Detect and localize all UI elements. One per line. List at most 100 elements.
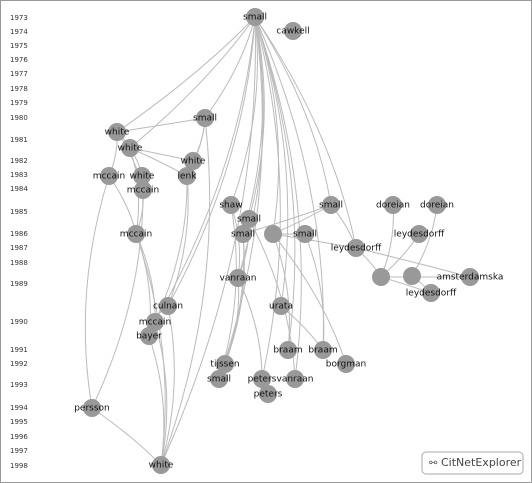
node-label: mccain: [127, 186, 159, 196]
publication-node: [372, 268, 390, 286]
publication-node: [83, 399, 101, 417]
citation-edge: [154, 321, 168, 466]
node-label: urata: [269, 302, 293, 312]
node-label: vanraan: [277, 375, 314, 385]
publication-node: [337, 355, 355, 373]
node-label: white: [181, 157, 206, 167]
citation-edge: [254, 16, 296, 351]
citation-edge: [160, 117, 211, 466]
publication-node: [229, 269, 247, 287]
year-label: 1980: [10, 114, 28, 122]
publication-node: [403, 267, 421, 285]
year-label: 1990: [10, 318, 28, 326]
year-label: 1977: [10, 70, 28, 78]
button-label[interactable]: CitNetExplorer: [441, 456, 522, 469]
publication-node: [296, 225, 314, 243]
publication-node: [461, 268, 479, 286]
node-label: cawkell: [276, 27, 309, 37]
citation-edge: [237, 277, 263, 380]
year-label: 1997: [10, 447, 28, 455]
year-label: 1995: [10, 418, 28, 426]
year-label: 1994: [10, 404, 28, 412]
node-label: leydesdorff: [406, 289, 457, 299]
publication-node: [178, 167, 196, 185]
citation-edge: [204, 16, 256, 119]
publication-node: [134, 181, 152, 199]
year-label: 1982: [10, 157, 28, 165]
citnet-button[interactable]: ⚯ CitNetExplorer: [421, 451, 524, 475]
publication-node: [216, 355, 234, 373]
citation-edge: [116, 16, 256, 133]
publication-node: [140, 327, 158, 345]
publication-node: [121, 139, 139, 157]
publication-node: [279, 341, 297, 359]
publication-node: [410, 225, 428, 243]
publication-node: [347, 239, 365, 257]
year-label: 1985: [10, 208, 28, 216]
citation-edge: [254, 16, 281, 380]
node-label: small: [237, 215, 261, 225]
node-label: mccain: [139, 318, 171, 328]
year-label: 1979: [10, 99, 28, 107]
node-label: white: [130, 172, 155, 182]
citation-edge: [272, 233, 290, 351]
citation-edge: [84, 175, 110, 409]
node-label: peters: [248, 375, 277, 385]
citation-edge: [272, 233, 347, 365]
node-label: doreian: [376, 201, 410, 211]
button-box[interactable]: [421, 451, 524, 475]
node-label: mccain: [93, 172, 125, 182]
year-label: 1981: [10, 136, 28, 144]
publication-node: [246, 8, 264, 26]
year-label: 1991: [10, 346, 28, 354]
publication-node: [222, 196, 240, 214]
node-label: leydesdorff: [394, 230, 445, 240]
node-label: small: [231, 230, 255, 240]
node-label: small: [243, 13, 267, 23]
node-label: leydesdorff: [331, 244, 382, 254]
node-label: white: [105, 128, 130, 138]
publication-node: [133, 167, 151, 185]
publication-node: [384, 196, 402, 214]
node-label: culnan: [153, 302, 183, 312]
year-label: 1973: [10, 14, 28, 22]
publication-node: [253, 370, 271, 388]
node-label: small: [319, 201, 343, 211]
publication-node: [100, 167, 118, 185]
year-label: 1992: [10, 360, 28, 368]
publication-node: [146, 313, 164, 331]
node-label: small: [193, 114, 217, 124]
node-label: mccain: [120, 230, 152, 240]
year-label: 1996: [10, 433, 28, 441]
publication-node: [428, 196, 446, 214]
publication-node: [240, 210, 258, 228]
year-label: 1986: [10, 230, 28, 238]
year-label: 1988: [10, 259, 28, 267]
citation-edge: [355, 247, 471, 278]
citation-edge: [304, 233, 325, 351]
year-label: 1993: [10, 381, 28, 389]
node-label: bayer: [136, 332, 162, 342]
year-label: 1984: [10, 185, 28, 193]
year-label: 1983: [10, 171, 28, 179]
node-label: tijssen: [210, 360, 239, 370]
publication-node: [272, 297, 290, 315]
year-label: 1974: [10, 28, 28, 36]
button-icon: ⚯: [429, 458, 438, 469]
year-label: 1998: [10, 462, 28, 470]
node-label: vanraan: [220, 274, 257, 284]
publication-node: [314, 341, 332, 359]
publication-node: [422, 284, 440, 302]
node-label: peters: [254, 390, 283, 400]
node-label: braam: [308, 346, 337, 356]
node-label: lenk: [178, 172, 198, 182]
publication-node: [196, 109, 214, 127]
node-label: small: [293, 230, 317, 240]
node-label: persson: [74, 404, 110, 414]
citation-edge: [148, 335, 165, 466]
node-label: braam: [273, 346, 302, 356]
citation-edge: [167, 16, 256, 307]
citation-edge: [254, 16, 357, 249]
citation-edge: [254, 16, 280, 235]
